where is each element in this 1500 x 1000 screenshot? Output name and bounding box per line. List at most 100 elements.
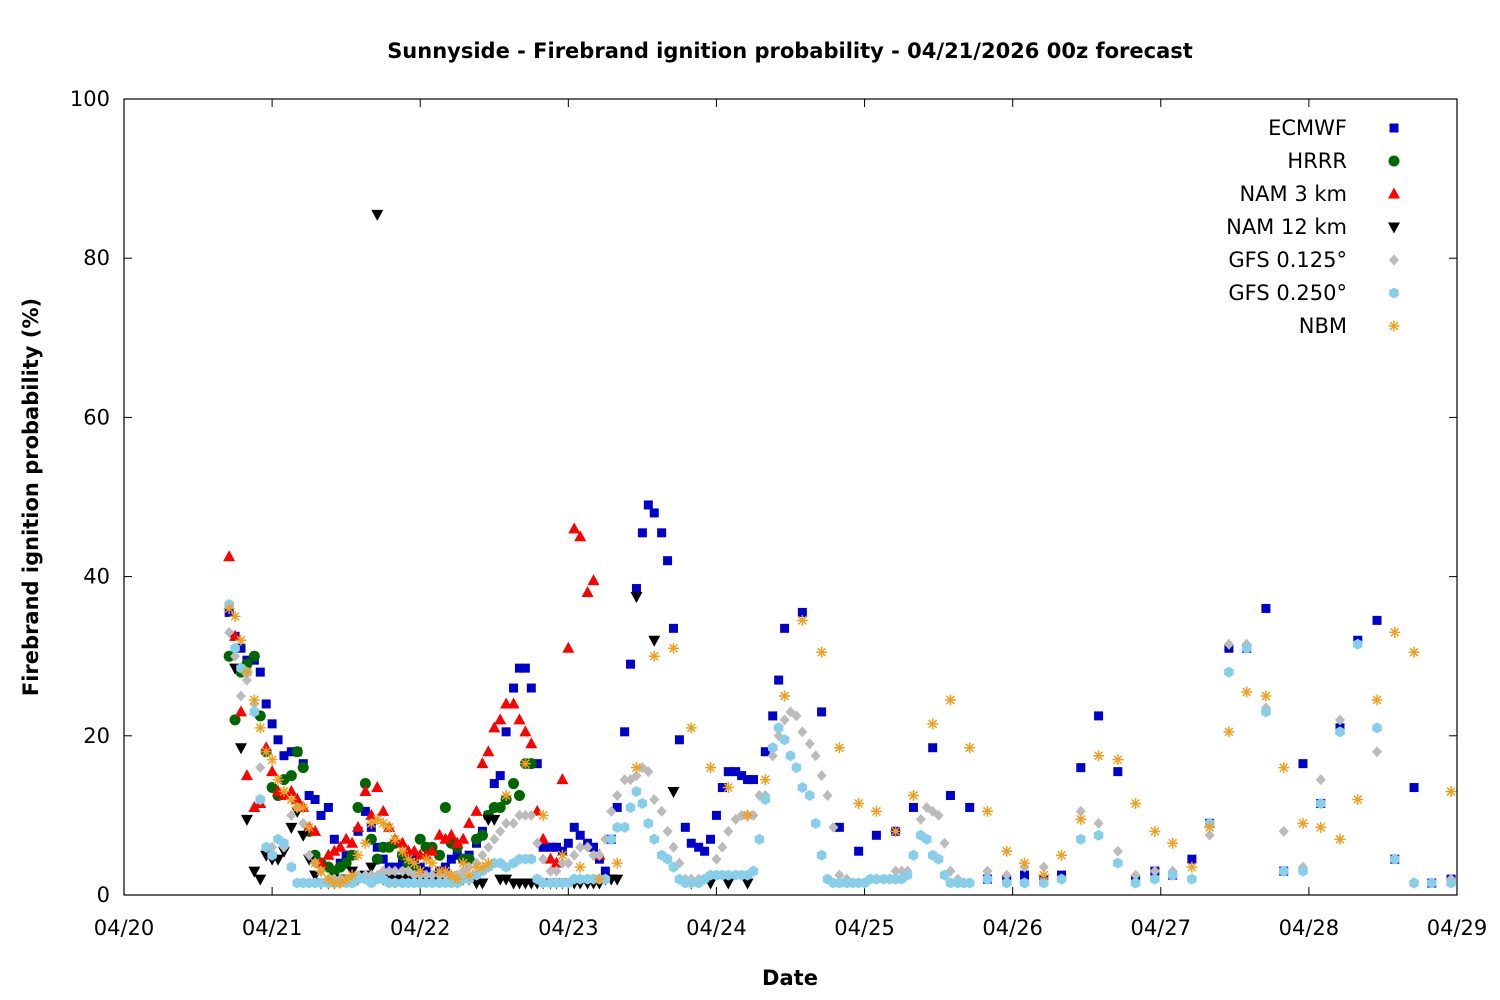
x-tick-label: 04/21: [242, 916, 303, 940]
data-point: [501, 727, 511, 737]
data-point: [907, 790, 919, 801]
legend-marker: [1389, 287, 1399, 299]
data-point: [476, 829, 488, 841]
data-point: [229, 610, 241, 622]
data-point: [890, 865, 901, 877]
data-point: [323, 802, 333, 812]
data-point: [309, 857, 321, 869]
data-point: [371, 813, 383, 825]
data-point: [822, 790, 833, 801]
data-point: [1261, 706, 1271, 718]
data-point: [589, 842, 599, 852]
data-point: [371, 781, 384, 793]
y-tick-label: 0: [97, 883, 110, 907]
data-point: [1409, 877, 1419, 889]
data-point: [1001, 877, 1012, 889]
data-point: [631, 584, 641, 594]
data-point: [229, 714, 241, 726]
data-point: [742, 809, 754, 821]
data-point: [1278, 865, 1289, 877]
data-point: [1352, 793, 1364, 805]
data-point: [457, 832, 470, 844]
data-point: [421, 869, 432, 881]
data-point: [723, 767, 733, 777]
data-point: [223, 650, 235, 662]
data-point: [286, 809, 297, 821]
data-point: [637, 528, 647, 538]
data-point: [871, 830, 881, 840]
data-point: [286, 747, 296, 757]
data-point: [1113, 857, 1123, 869]
data-point: [328, 877, 340, 889]
data-point: [588, 849, 599, 861]
data-point: [1112, 754, 1124, 766]
data-point: [304, 849, 315, 861]
data-point: [619, 774, 630, 786]
data-point: [254, 874, 267, 886]
legend-marker: [1388, 222, 1400, 234]
data-point: [501, 817, 512, 829]
legend-marker: [1388, 187, 1400, 199]
data-point: [463, 816, 476, 828]
data-point: [810, 750, 821, 762]
data-point: [359, 778, 371, 790]
data-point: [871, 873, 882, 885]
data-point: [402, 853, 414, 865]
data-point: [741, 878, 754, 890]
y-tick-label: 60: [83, 405, 110, 429]
data-point: [612, 821, 622, 833]
data-point: [445, 869, 457, 881]
data-point: [1150, 873, 1160, 885]
data-point: [649, 793, 660, 805]
data-point: [1371, 694, 1383, 706]
data-point: [532, 837, 543, 849]
data-point: [626, 659, 636, 669]
data-point: [378, 865, 389, 877]
data-point: [791, 710, 802, 722]
data-point: [340, 832, 353, 844]
data-point: [1167, 869, 1178, 881]
data-point: [717, 783, 727, 793]
data-point: [1334, 714, 1345, 726]
data-point: [1113, 767, 1123, 777]
data-point: [352, 820, 365, 832]
data-point: [620, 727, 630, 737]
data-point: [266, 765, 279, 777]
data-point: [248, 866, 261, 878]
data-point: [1093, 829, 1104, 841]
data-point: [298, 817, 309, 829]
data-point: [600, 866, 610, 876]
data-point: [509, 683, 519, 693]
data-point: [694, 842, 704, 852]
data-point: [796, 614, 808, 626]
data-point: [1019, 857, 1031, 869]
data-point: [304, 791, 314, 800]
data-point: [908, 849, 919, 861]
legend-marker: [1389, 123, 1399, 133]
data-point: [834, 869, 845, 881]
data-point: [737, 771, 747, 781]
data-point: [657, 528, 667, 538]
data-point: [1372, 722, 1382, 734]
data-point: [267, 719, 277, 729]
data-point: [587, 574, 600, 586]
data-point: [631, 770, 642, 782]
data-point: [463, 869, 475, 881]
data-point: [964, 742, 976, 754]
data-point: [568, 522, 581, 534]
data-point: [630, 762, 642, 774]
data-point: [668, 841, 679, 853]
data-point: [240, 814, 253, 826]
data-point: [420, 853, 432, 865]
data-point: [476, 861, 488, 873]
data-point: [346, 869, 358, 881]
data-point: [426, 844, 439, 856]
data-point: [286, 861, 297, 873]
data-point: [230, 642, 240, 654]
data-point: [452, 850, 462, 860]
data-point: [834, 822, 844, 832]
data-point: [272, 785, 285, 797]
data-point: [674, 735, 684, 745]
data-point: [451, 873, 463, 885]
data-point: [285, 770, 297, 782]
